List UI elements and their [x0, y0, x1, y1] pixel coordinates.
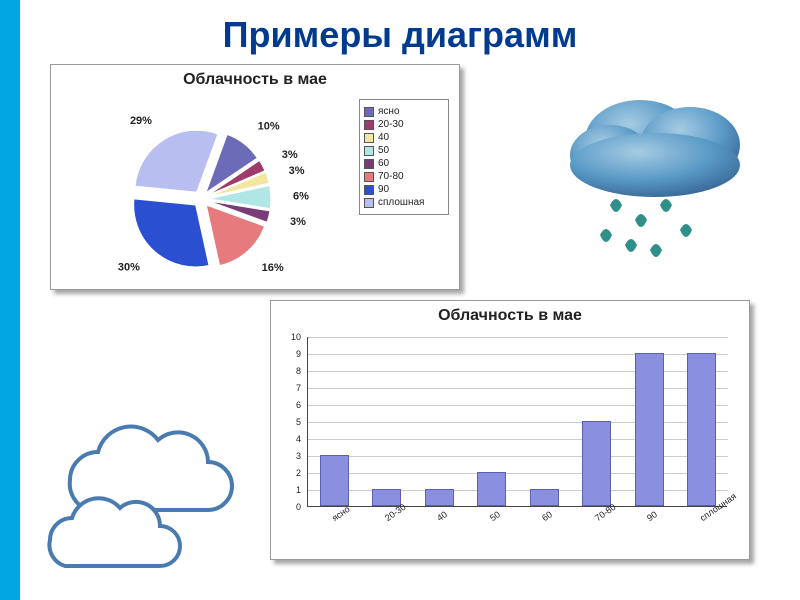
x-tick-label: ясно	[330, 504, 352, 523]
y-tick-label: 1	[283, 485, 301, 495]
legend-swatch	[364, 172, 374, 182]
legend-swatch	[364, 120, 374, 130]
legend-label: 50	[378, 145, 389, 156]
legend-label: 60	[378, 158, 389, 169]
x-tick-label: 60	[540, 509, 554, 523]
legend-row: 60	[364, 158, 444, 169]
pie-slice	[134, 199, 209, 267]
y-tick-label: 8	[283, 366, 301, 376]
x-tick-label: 40	[435, 509, 449, 523]
x-tick-label: 50	[488, 509, 502, 523]
legend-row: 50	[364, 145, 444, 156]
legend-label: ясно	[378, 106, 400, 117]
legend-row: 90	[364, 184, 444, 195]
pie-slice-label: 30%	[118, 262, 140, 274]
gridline	[308, 439, 728, 440]
pie-slice-label: 16%	[262, 262, 284, 274]
pie-legend: ясно 20-30 40 50 60 70-80 90 сплошная	[359, 99, 449, 215]
bar	[530, 489, 559, 506]
page-title: Примеры диаграмм	[0, 14, 800, 56]
gridline	[308, 405, 728, 406]
legend-row: ясно	[364, 106, 444, 117]
legend-swatch	[364, 185, 374, 195]
legend-label: 90	[378, 184, 389, 195]
accent-bar	[0, 0, 20, 600]
y-tick-label: 7	[283, 383, 301, 393]
legend-row: 20-30	[364, 119, 444, 130]
legend-swatch	[364, 107, 374, 117]
legend-label: 70-80	[378, 171, 404, 182]
gridline	[308, 371, 728, 372]
gridline	[308, 490, 728, 491]
pie-slice-label: 29%	[130, 115, 152, 127]
legend-label: 20-30	[378, 119, 404, 130]
bar-plot-area: 012345678910ясно20-3040506070-8090сплошн…	[307, 337, 727, 507]
pie-chart-panel: Облачность в мае 10% 3% 3% 6% 3% 16% 30% 29% яс…	[50, 64, 460, 290]
legend-label: 40	[378, 132, 389, 143]
pie-slice-label: 3%	[290, 216, 306, 228]
gridline	[308, 456, 728, 457]
bar	[635, 353, 664, 506]
bar	[425, 489, 454, 506]
legend-row: 40	[364, 132, 444, 143]
gridline	[308, 337, 728, 338]
pie-slice-label: 6%	[293, 190, 309, 202]
pie-slice-label: 10%	[258, 120, 280, 132]
gridline	[308, 422, 728, 423]
legend-swatch	[364, 146, 374, 156]
bar-chart-title: Облачность в мае	[271, 301, 749, 329]
rain-cloud-icon	[550, 70, 760, 285]
bar	[372, 489, 401, 506]
gridline	[308, 473, 728, 474]
pie-slice-label: 3%	[289, 165, 305, 177]
y-tick-label: 4	[283, 434, 301, 444]
bar	[582, 421, 611, 506]
pie-slice-label: 3%	[282, 149, 298, 161]
pie-slice	[135, 130, 218, 192]
legend-row: сплошная	[364, 197, 444, 208]
pie-plot-area: 10% 3% 3% 6% 3% 16% 30% 29%	[71, 99, 331, 279]
bar	[477, 472, 506, 506]
y-tick-label: 3	[283, 451, 301, 461]
y-tick-label: 9	[283, 349, 301, 359]
pie-chart-title: Облачность в мае	[51, 65, 459, 93]
legend-swatch	[364, 159, 374, 169]
legend-swatch	[364, 198, 374, 208]
y-tick-label: 6	[283, 400, 301, 410]
y-tick-label: 10	[283, 332, 301, 342]
gridline	[308, 354, 728, 355]
bar	[687, 353, 716, 506]
legend-label: сплошная	[378, 197, 424, 208]
bar	[320, 455, 349, 506]
bar-chart-panel: Облачность в мае 012345678910ясно20-3040…	[270, 300, 750, 560]
y-tick-label: 5	[283, 417, 301, 427]
gridline	[308, 388, 728, 389]
y-tick-label: 0	[283, 502, 301, 512]
cloud-outline-icon	[30, 390, 270, 585]
legend-swatch	[364, 133, 374, 143]
legend-row: 70-80	[364, 171, 444, 182]
y-tick-label: 2	[283, 468, 301, 478]
x-tick-label: 90	[645, 509, 659, 523]
